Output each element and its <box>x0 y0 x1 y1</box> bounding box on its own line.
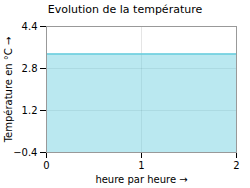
svg-text:2.8: 2.8 <box>22 63 38 74</box>
html-text:Evolution de la température: Evolution de la température <box>47 3 203 16</box>
svg-text:2: 2 <box>233 160 239 171</box>
svg-text:−0.4: −0.4 <box>13 147 37 158</box>
svg-text:1.2: 1.2 <box>22 105 38 116</box>
svg-text:heure par heure →: heure par heure → <box>95 174 187 185</box>
svg-text:1: 1 <box>138 160 144 171</box>
svg-text:4.4: 4.4 <box>22 21 38 32</box>
svg-text:Température en °C →: Température en °C → <box>3 37 14 144</box>
svg-text:0: 0 <box>43 160 49 171</box>
